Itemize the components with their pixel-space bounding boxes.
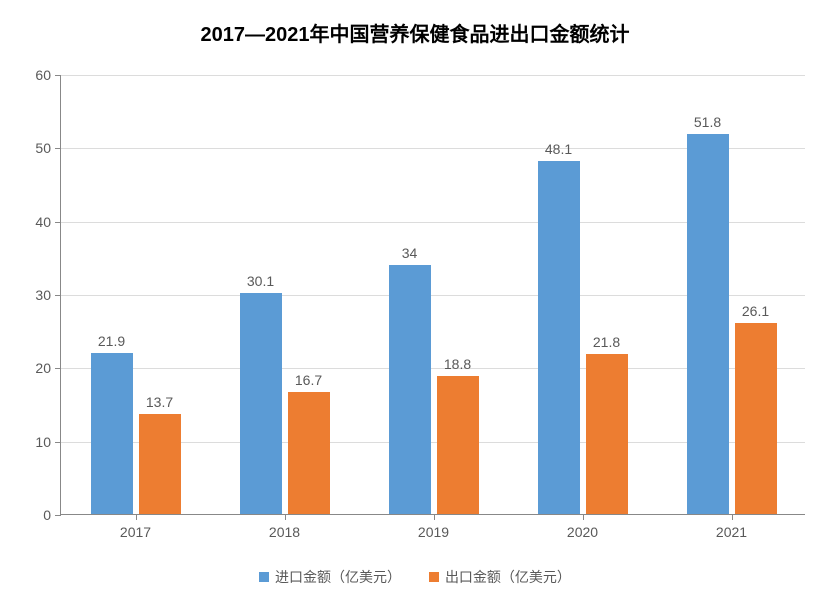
bar-import: 51.8: [687, 134, 729, 514]
legend-label-import: 进口金额（亿美元）: [275, 567, 401, 587]
ytick-mark: [55, 368, 61, 369]
legend-swatch-export: [429, 572, 439, 582]
ytick-mark: [55, 75, 61, 76]
xtick-mark: [285, 514, 286, 520]
ytick-mark: [55, 222, 61, 223]
bar-value-label: 51.8: [694, 114, 721, 130]
xtick-label: 2018: [269, 524, 300, 540]
xtick-mark: [732, 514, 733, 520]
chart-title: 2017—2021年中国营养保健食品进出口金额统计: [0, 0, 830, 47]
bar-export: 26.1: [735, 323, 777, 514]
legend-item-export: 出口金额（亿美元）: [429, 567, 571, 587]
xtick-mark: [434, 514, 435, 520]
bar-value-label: 30.1: [247, 273, 274, 289]
xtick-label: 2021: [716, 524, 747, 540]
xtick-mark: [583, 514, 584, 520]
xtick-label: 2017: [120, 524, 151, 540]
bar-value-label: 16.7: [295, 372, 322, 388]
bar-value-label: 26.1: [742, 303, 769, 319]
bar-export: 13.7: [139, 414, 181, 514]
legend-label-export: 出口金额（亿美元）: [445, 567, 571, 587]
legend-swatch-import: [259, 572, 269, 582]
bar-value-label: 48.1: [545, 141, 572, 157]
xtick-label: 2020: [567, 524, 598, 540]
xtick-mark: [136, 514, 137, 520]
ytick-mark: [55, 515, 61, 516]
bar-import: 30.1: [240, 293, 282, 514]
ytick-mark: [55, 295, 61, 296]
ytick-label: 10: [35, 434, 51, 450]
bar-value-label: 21.9: [98, 333, 125, 349]
ytick-label: 50: [35, 140, 51, 156]
legend: 进口金额（亿美元） 出口金额（亿美元）: [0, 567, 830, 587]
bar-value-label: 34: [402, 245, 418, 261]
ytick-label: 30: [35, 287, 51, 303]
ytick-mark: [55, 148, 61, 149]
bar-value-label: 21.8: [593, 334, 620, 350]
bar-export: 21.8: [586, 354, 628, 514]
bar-import: 21.9: [91, 353, 133, 514]
bar-value-label: 13.7: [146, 394, 173, 410]
legend-item-import: 进口金额（亿美元）: [259, 567, 401, 587]
ytick-label: 20: [35, 360, 51, 376]
bar-import: 34: [389, 265, 431, 514]
ytick-label: 0: [43, 507, 51, 523]
bar-import: 48.1: [538, 161, 580, 514]
bar-value-label: 18.8: [444, 356, 471, 372]
bar-export: 16.7: [288, 392, 330, 514]
grid-line: [61, 75, 805, 76]
xtick-label: 2019: [418, 524, 449, 540]
ytick-label: 60: [35, 67, 51, 83]
plot-area: 0102030405060201721.913.7201830.116.7201…: [60, 75, 805, 515]
bar-export: 18.8: [437, 376, 479, 514]
ytick-label: 40: [35, 214, 51, 230]
ytick-mark: [55, 442, 61, 443]
